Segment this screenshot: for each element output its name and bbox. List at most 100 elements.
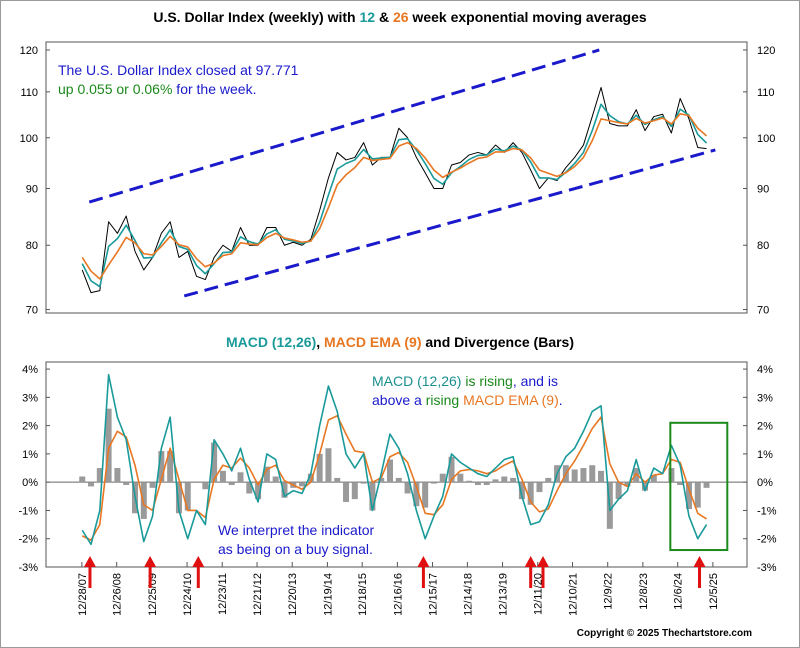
divergence-bar [413, 482, 420, 507]
divergence-bar [167, 451, 174, 483]
buy-arrow [693, 556, 706, 588]
text-segment: above a [372, 392, 422, 408]
text-segment: 26 [393, 9, 409, 25]
divergence-bar [492, 479, 499, 483]
x-tick-label: 12/23/11 [217, 573, 229, 615]
divergence-bar [624, 482, 631, 487]
divergence-bar [483, 482, 490, 485]
trend-channel [88, 48, 600, 204]
y-tick-label: 120 [20, 45, 38, 57]
y-tick-label: 90 [26, 184, 38, 196]
divergence-bar [184, 482, 191, 511]
y-tick-label: 4% [22, 364, 38, 376]
divergence-bar [510, 477, 517, 483]
divergence-bar [263, 466, 270, 483]
y-tick-label: -2% [18, 534, 38, 546]
annotation: as being on a buy signal. [218, 541, 373, 557]
text-segment: & [375, 9, 393, 25]
y-tick-label-right: 70 [757, 305, 769, 317]
divergence-bar [518, 482, 525, 500]
y-tick-label: 110 [20, 87, 38, 99]
y-tick-label: 80 [26, 240, 38, 252]
divergence-bar [580, 468, 587, 483]
divergence-bar [272, 476, 279, 483]
divergence-bar [501, 476, 508, 483]
text-segment: U.S. Dollar Index (weekly) with [153, 9, 359, 25]
highlight-box [669, 421, 729, 552]
divergence-bar [571, 469, 578, 483]
divergence-bar [351, 482, 358, 500]
y-tick-label-right: 3% [757, 392, 773, 404]
trend-channel [183, 148, 716, 298]
plot-area [81, 48, 716, 298]
y-tick-label-right: 80 [757, 240, 769, 252]
y-tick-label: 70 [26, 305, 38, 317]
text-segment: as being on a buy signal. [218, 541, 373, 557]
y-tick-label-right: 2% [757, 421, 773, 433]
series-line [81, 113, 708, 280]
divergence-bar [378, 477, 385, 483]
text-segment: up 0.055 or 0.06% [58, 81, 172, 97]
y-tick-label-right: -3% [757, 562, 777, 574]
x-tick-label: 12/13/19 [498, 573, 510, 616]
divergence-bar [598, 470, 605, 483]
text-segment: , [316, 334, 324, 350]
divergence-bar [404, 482, 411, 494]
x-tick-label: 12/19/14 [322, 573, 334, 616]
x-tick-label: 12/20/13 [287, 573, 299, 616]
divergence-bar [307, 473, 314, 483]
divergence-bar [105, 408, 112, 483]
divergence-bar [316, 453, 323, 483]
y-tick-label-right: 90 [757, 184, 769, 196]
divergence-bar [474, 482, 481, 485]
plot-area [79, 373, 710, 546]
divergence-bar [299, 482, 306, 487]
divergence-bar [149, 482, 156, 488]
divergence-bar [96, 468, 103, 483]
x-tick-label: 12/14/18 [462, 573, 474, 616]
arrow-head [192, 556, 205, 567]
x-tick-label: 12/8/23 [638, 573, 650, 610]
text-segment: is rising [461, 373, 512, 389]
y-tick-label-right: 0% [757, 477, 773, 489]
y-tick-label: 0% [22, 477, 38, 489]
buy-arrow [417, 556, 430, 588]
text-segment: We interpret the indicator [218, 522, 374, 538]
divergence-bar [536, 482, 543, 493]
x-tick-label: 12/16/16 [392, 573, 404, 616]
text-segment: MACD (12,26) [372, 373, 461, 389]
text-segment: MACD EMA (9) [459, 392, 559, 408]
divergence-bar [123, 482, 130, 485]
x-tick-label: 12/28/07 [77, 573, 89, 616]
buy-arrow [192, 556, 205, 588]
divergence-bar [237, 472, 244, 483]
divergence-bar [439, 473, 446, 483]
annotation: up 0.055 or 0.06% for the week. [58, 81, 256, 97]
divergence-bar [246, 482, 253, 494]
text-segment: , and is [513, 373, 558, 389]
y-tick-label: 1% [22, 449, 38, 461]
divergence-bar [395, 477, 402, 483]
arrow-head [536, 556, 549, 567]
text-segment: and Divergence (Bars) [422, 334, 575, 350]
series-line [81, 103, 708, 288]
divergence-bar [694, 482, 701, 508]
x-tick-label: 12/5/25 [708, 573, 720, 610]
divergence-bar [228, 482, 235, 485]
y-tick-label-right: 100 [757, 133, 775, 145]
arrow-head [83, 556, 96, 567]
y-tick-label-right: 1% [757, 449, 773, 461]
x-tick-label: 12/24/10 [182, 573, 194, 616]
annotation: above a rising MACD EMA (9). [372, 392, 563, 408]
plot-frame [45, 41, 748, 314]
divergence-bar [589, 465, 596, 483]
text-segment: . [559, 392, 563, 408]
copyright: Copyright © 2025 Thechartstore.com [577, 628, 752, 639]
text-segment: MACD (12,26) [226, 334, 316, 350]
y-tick-label-right: -1% [757, 505, 777, 517]
x-tick-label: 12/6/24 [673, 573, 685, 610]
annotation: We interpret the indicator [218, 522, 374, 538]
arrow-head [144, 556, 157, 567]
x-tick-label: 12/10/21 [568, 573, 580, 616]
